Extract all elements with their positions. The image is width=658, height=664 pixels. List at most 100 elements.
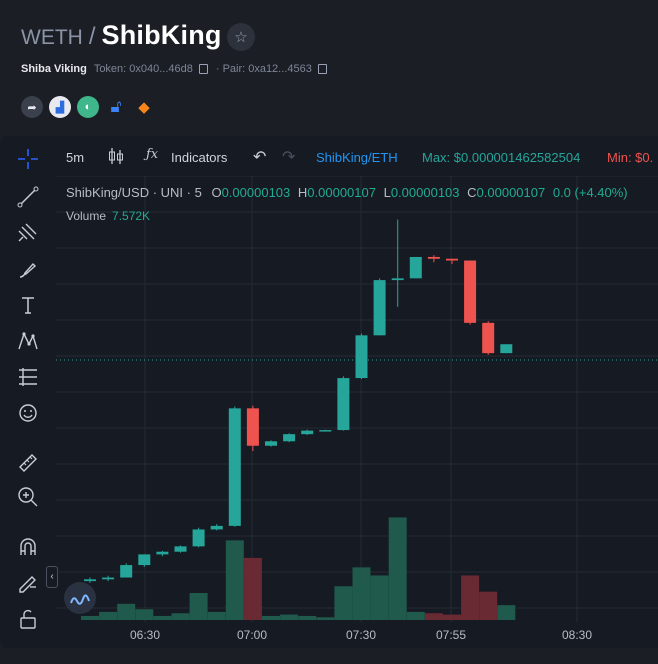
change-value: 0.0 (+4.40%) — [552, 185, 628, 200]
low-value: 0.00000103 — [390, 185, 460, 200]
candle-body — [482, 322, 495, 354]
emoji-icon[interactable] — [15, 400, 41, 426]
brush-icon[interactable] — [15, 256, 41, 282]
volume-bar — [443, 614, 461, 620]
open-label: O — [211, 185, 222, 200]
token-label: Token: — [93, 63, 127, 75]
price-chart[interactable] — [56, 176, 658, 622]
copy-pair-icon[interactable] — [317, 64, 327, 74]
pitchfork-icon[interactable] — [15, 220, 41, 246]
volume-bar — [479, 591, 498, 620]
volume-bar — [316, 617, 335, 620]
volume-bar — [81, 615, 99, 620]
candle-body — [265, 441, 277, 446]
candles — [84, 219, 513, 583]
symbol-toggle[interactable]: ShibKing/ETH — [316, 149, 398, 165]
unlock-icon[interactable] — [15, 606, 41, 632]
interval-selector[interactable]: 5m — [66, 149, 85, 165]
volume-bar — [171, 613, 190, 620]
pair-label: · Pair: — [215, 63, 246, 75]
candle-body — [283, 434, 296, 442]
volume-bar — [99, 611, 118, 620]
volume-bar — [135, 609, 154, 620]
volume-bar — [280, 614, 299, 620]
volume-bar — [207, 611, 226, 620]
time-tick: 07:30 — [345, 628, 377, 642]
volume-bar — [388, 517, 407, 620]
redo-icon[interactable]: ↷ — [282, 149, 296, 166]
base-token-label[interactable]: WETH — [21, 26, 83, 49]
tradingview-logo-icon[interactable] — [64, 582, 96, 614]
candle-body — [319, 430, 332, 432]
token-meta: Shiba Viking Token: 0x040...46d8 · Pair:… — [21, 63, 335, 75]
low-label: L — [383, 185, 391, 200]
time-axis: 06:30 07:00 07:30 07:55 08:30 — [56, 622, 658, 648]
candle-body — [210, 525, 223, 530]
fx-icon[interactable]: ƒx — [146, 147, 159, 162]
volume-legend: Volume 7.572K — [66, 209, 150, 223]
time-tick: 06:30 — [129, 628, 161, 642]
trend-line-icon[interactable] — [15, 184, 41, 210]
candle-type-icon[interactable] — [108, 146, 124, 169]
chart-icon[interactable]: ▟ — [49, 96, 71, 118]
collapse-toolbar-icon[interactable]: ‹ — [46, 566, 58, 588]
pattern-icon[interactable] — [15, 328, 41, 354]
candle-body — [446, 258, 458, 261]
candle-body — [391, 278, 404, 281]
candle-body — [500, 344, 513, 354]
lock-drawings-icon[interactable] — [15, 568, 41, 594]
volume-bar — [370, 575, 389, 620]
zoom-in-icon[interactable] — [15, 484, 41, 510]
volume-bar — [298, 615, 317, 620]
undo-icon[interactable]: ↶ — [253, 149, 267, 166]
time-tick: 08:30 — [561, 628, 593, 642]
token-name: ShibKing — [101, 20, 222, 50]
candle-body — [156, 551, 169, 555]
ape-icon[interactable]: ◐ — [77, 96, 99, 118]
projection-icon[interactable] — [15, 364, 41, 390]
crosshair-icon[interactable] — [15, 146, 41, 172]
pair-title: WETH / ShibKing — [21, 20, 222, 51]
candle-body — [246, 408, 259, 446]
volume-bar — [225, 540, 244, 620]
metamask-icon[interactable]: ◆ — [138, 99, 150, 116]
lock-icon[interactable]: 🔓︎ — [110, 97, 122, 116]
chart-toolbar: 5m ƒx Indicators ↶ ↷ ShibKing/ETH Max: $… — [56, 138, 658, 176]
indicators-button[interactable]: Indicators — [171, 149, 228, 165]
volume-bar — [406, 611, 425, 620]
footer-bar — [0, 648, 658, 664]
high-value: 0.00000107 — [307, 185, 376, 200]
volume-bar — [262, 615, 280, 620]
ruler-icon[interactable] — [15, 450, 41, 476]
drawing-toolbar: ‹ — [0, 136, 58, 648]
volume-bar — [243, 557, 262, 620]
time-tick: 07:00 — [236, 628, 268, 642]
text-icon[interactable] — [15, 292, 41, 318]
min-price: Min: $0. — [607, 149, 654, 165]
candle-body — [102, 577, 115, 580]
token-address: 0x040...46d8 — [129, 63, 193, 75]
close-value: 0.00000107 — [476, 185, 546, 200]
volume-value: 7.572K — [112, 209, 151, 223]
volume-bars — [81, 517, 516, 620]
magnet-icon[interactable] — [15, 534, 41, 560]
time-tick: 07:55 — [435, 628, 467, 642]
open-value: 0.00000103 — [221, 185, 291, 200]
pair-address: 0xa12...4563 — [248, 63, 312, 75]
candle-body — [301, 430, 314, 435]
close-label: C — [467, 185, 477, 200]
volume-bar — [461, 575, 480, 620]
candle-body — [192, 529, 205, 547]
favorite-star-icon[interactable]: ☆ — [227, 23, 255, 51]
volume-bar — [497, 605, 516, 620]
external-links: ➦ ▟ ◐ 🔓︎ ◆ — [21, 96, 155, 118]
candle-body — [355, 335, 368, 379]
copy-token-icon[interactable] — [198, 64, 208, 74]
candle-body — [337, 378, 350, 431]
volume-bar — [352, 567, 371, 620]
volume-bar — [153, 615, 172, 620]
share-icon[interactable]: ➦ — [21, 96, 43, 118]
legend-symbol[interactable]: ShibKing/USD · UNI · 5 — [66, 185, 202, 200]
volume-bar — [424, 613, 443, 620]
candle-body — [120, 565, 133, 578]
